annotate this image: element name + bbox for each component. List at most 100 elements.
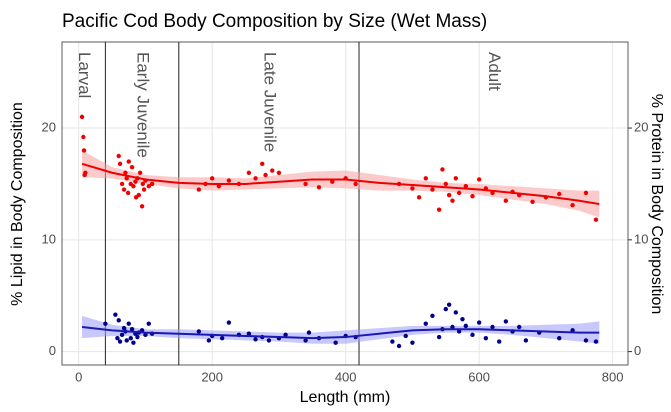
data-point — [396, 343, 402, 349]
data-point — [443, 306, 448, 312]
data-point — [266, 338, 272, 343]
data-point — [121, 187, 127, 192]
data-point — [253, 176, 258, 181]
data-point — [593, 217, 599, 222]
y2-axis-label: % Protein in Body Composition — [648, 94, 665, 315]
x-tick-label: 800 — [602, 369, 624, 384]
data-point — [121, 325, 127, 331]
x-tick-label: 0 — [75, 369, 82, 384]
data-point — [219, 335, 225, 341]
data-point — [443, 181, 448, 187]
data-point — [333, 340, 338, 345]
data-point — [283, 332, 288, 338]
data-point — [557, 191, 562, 197]
data-point — [570, 202, 575, 208]
data-point — [583, 338, 589, 343]
data-point — [141, 187, 147, 192]
y-tick-label: 10 — [42, 231, 56, 246]
data-point — [103, 321, 108, 326]
data-point — [260, 161, 265, 167]
data-point — [226, 178, 232, 183]
data-point — [124, 338, 129, 343]
data-point — [125, 190, 131, 196]
data-point — [330, 179, 335, 184]
data-point — [123, 170, 128, 175]
data-point — [226, 320, 232, 325]
data-point — [116, 318, 121, 323]
data-point — [410, 340, 415, 345]
data-point — [126, 159, 131, 164]
data-point — [450, 324, 455, 330]
data-point — [246, 331, 252, 336]
data-point — [124, 176, 129, 181]
data-point — [503, 319, 509, 324]
data-point — [140, 181, 145, 187]
data-point — [430, 313, 435, 319]
y2-tick-label: 0 — [634, 343, 641, 358]
data-point — [196, 329, 202, 334]
confidence-band — [82, 150, 600, 218]
data-point — [476, 177, 482, 182]
data-point — [470, 194, 475, 199]
data-point — [263, 172, 268, 178]
data-point — [128, 335, 133, 341]
trend-line — [81, 162, 600, 206]
data-point — [136, 192, 141, 198]
data-point — [143, 332, 148, 338]
data-point — [316, 185, 322, 190]
data-point — [470, 332, 475, 338]
trend-line — [81, 326, 600, 340]
data-point — [116, 153, 121, 159]
data-point — [81, 134, 86, 140]
data-point — [463, 183, 469, 189]
y2-tick-label: 20 — [634, 119, 648, 134]
data-point — [436, 334, 442, 340]
data-point — [303, 338, 308, 343]
data-point — [483, 335, 489, 341]
data-point — [129, 327, 135, 332]
data-point — [135, 334, 140, 340]
data-point — [436, 207, 442, 212]
data-point — [196, 187, 202, 192]
data-point — [81, 148, 87, 153]
data-point — [270, 168, 275, 173]
data-point — [82, 172, 87, 178]
y-tick-label: 20 — [42, 119, 56, 134]
data-point — [523, 338, 529, 343]
data-point — [353, 181, 358, 187]
stage-label: Larval — [75, 52, 94, 98]
data-point — [115, 335, 120, 341]
data-point — [490, 324, 495, 330]
data-point — [129, 164, 135, 170]
data-point — [410, 186, 415, 191]
data-point — [306, 330, 312, 335]
data-point — [206, 338, 212, 343]
data-point — [276, 170, 282, 175]
data-point — [496, 339, 502, 344]
data-point — [416, 195, 422, 200]
y-axis-label: % Lipid in Body Composition — [9, 102, 26, 306]
data-point — [430, 187, 435, 192]
data-point — [253, 337, 258, 342]
data-point — [453, 176, 458, 181]
data-point — [246, 170, 252, 175]
plot-frame — [61, 41, 629, 366]
data-point — [303, 181, 308, 187]
data-point — [113, 312, 118, 317]
data-point — [146, 183, 151, 189]
data-point — [593, 339, 599, 344]
y2-tick-label: 10 — [634, 231, 648, 246]
stage-label: Late Juvenile — [260, 52, 279, 152]
data-point — [453, 310, 458, 315]
data-point — [503, 198, 509, 203]
data-point — [126, 321, 131, 326]
stage-label: Early Juvenile — [134, 52, 153, 158]
data-point — [403, 333, 408, 339]
data-point — [117, 161, 123, 167]
data-point — [139, 204, 145, 209]
data-point — [463, 323, 469, 329]
data-point — [209, 176, 215, 181]
stage-label: Adult — [485, 52, 504, 91]
data-point — [446, 192, 452, 198]
data-point — [460, 316, 465, 322]
